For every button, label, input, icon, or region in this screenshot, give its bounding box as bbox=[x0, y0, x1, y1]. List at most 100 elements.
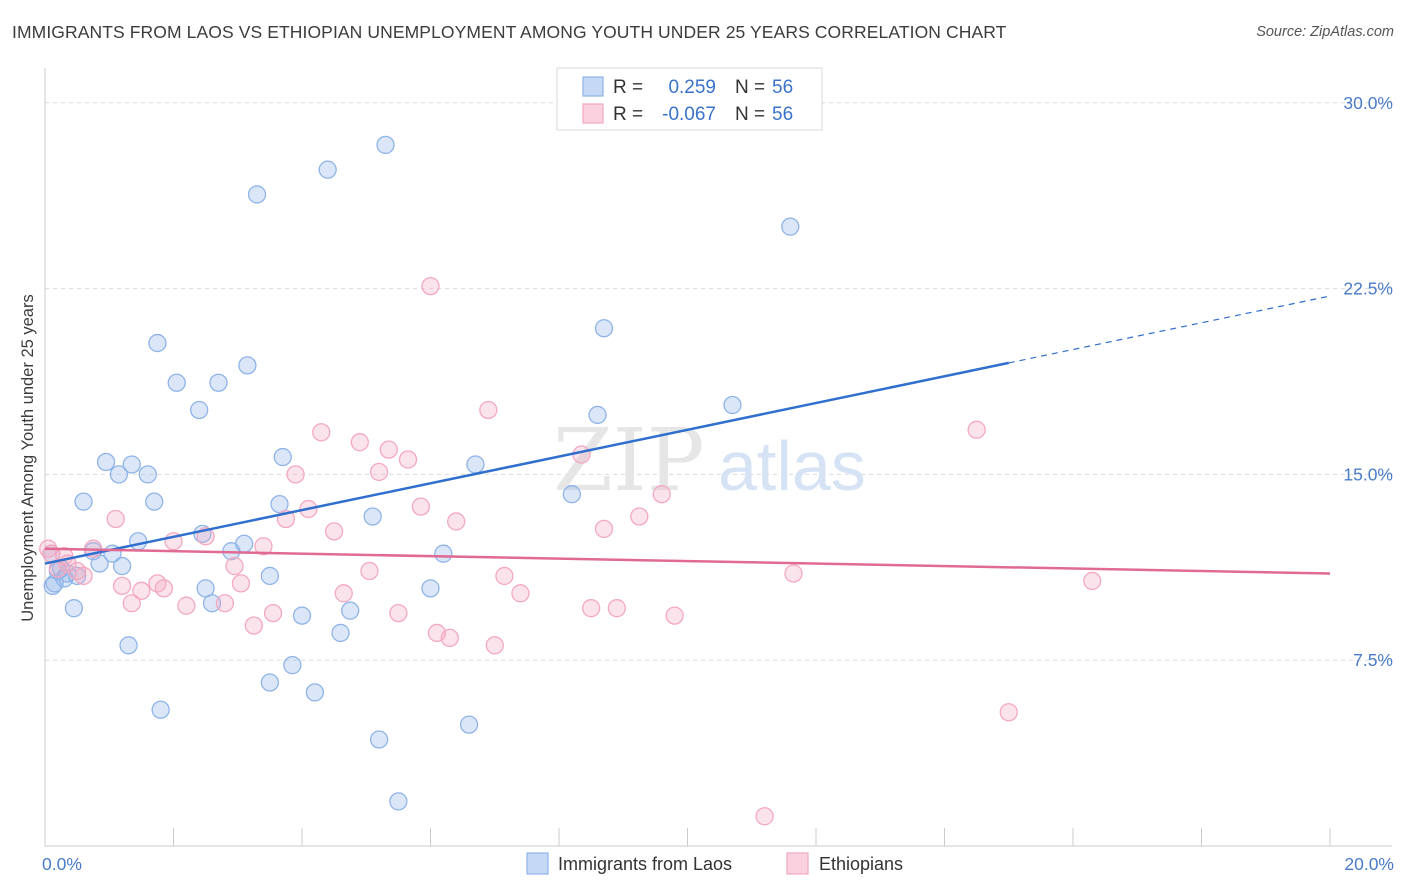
point-ethiopians-16 bbox=[231, 574, 251, 593]
point-ethiopians-41 bbox=[572, 445, 591, 464]
x-tick-label-1: 20.0% bbox=[1344, 854, 1394, 874]
point-laos-22 bbox=[190, 400, 209, 420]
point-ethiopians-40 bbox=[511, 584, 530, 603]
point-laos-44 bbox=[389, 792, 408, 811]
point-laos-14 bbox=[119, 636, 138, 655]
point-ethiopians-24 bbox=[324, 522, 344, 541]
point-laos-6 bbox=[67, 566, 87, 586]
x-tick-label-0: 0.0% bbox=[42, 854, 82, 874]
point-ethiopians-43 bbox=[594, 519, 614, 539]
point-ethiopians-42 bbox=[581, 599, 601, 618]
watermark: ZIP atlas bbox=[553, 411, 866, 511]
legend-r-value-ethiopians: -0.067 bbox=[662, 104, 716, 125]
series-legend: Immigrants from Laos Ethiopians bbox=[526, 852, 903, 875]
point-ethiopians-5 bbox=[106, 509, 125, 529]
point-ethiopians-15 bbox=[225, 556, 244, 576]
y-tick-label-3: 30.0% bbox=[1343, 93, 1393, 113]
point-laos-19 bbox=[148, 333, 167, 353]
point-laos-34 bbox=[273, 447, 292, 467]
point-laos-5 bbox=[64, 599, 84, 618]
point-laos-50 bbox=[588, 405, 607, 425]
point-ethiopians-19 bbox=[263, 603, 283, 623]
series-legend-swatch-ethiopians bbox=[786, 852, 809, 875]
legend-r-value-laos: 0.259 bbox=[668, 77, 716, 98]
point-laos-41 bbox=[363, 507, 382, 526]
y-axis-label: Unemployment Among Youth under 25 years bbox=[19, 294, 37, 621]
point-laos-28 bbox=[235, 534, 254, 553]
series-legend-label-ethiopians: Ethiopians bbox=[819, 854, 903, 874]
y-tick-label-0: 7.5% bbox=[1353, 650, 1393, 670]
data-points bbox=[39, 135, 1102, 826]
grid bbox=[45, 102, 1392, 661]
point-laos-31 bbox=[260, 673, 280, 692]
point-laos-17 bbox=[138, 465, 157, 484]
y-tick-label-1: 15.0% bbox=[1343, 464, 1393, 484]
point-ethiopians-44 bbox=[607, 599, 626, 618]
point-ethiopians-21 bbox=[286, 465, 305, 484]
point-ethiopians-52 bbox=[1083, 571, 1102, 591]
point-laos-15 bbox=[122, 455, 141, 474]
trend-line-ethiopians bbox=[44, 547, 1331, 575]
point-ethiopians-45 bbox=[630, 507, 649, 526]
point-ethiopians-25 bbox=[334, 584, 353, 603]
point-laos-39 bbox=[331, 623, 350, 643]
point-laos-49 bbox=[562, 485, 581, 504]
point-ethiopians-23 bbox=[312, 423, 331, 442]
point-ethiopians-50 bbox=[967, 420, 986, 439]
watermark-zip: ZIP bbox=[553, 411, 705, 511]
legend-n-value-laos: 56 bbox=[772, 77, 793, 98]
point-laos-40 bbox=[341, 601, 360, 620]
point-ethiopians-7 bbox=[122, 594, 141, 613]
point-laos-47 bbox=[459, 715, 479, 734]
y-tick-label-2: 22.5% bbox=[1343, 279, 1393, 299]
point-laos-25 bbox=[202, 594, 222, 613]
legend-n-value-ethiopians: 56 bbox=[772, 104, 793, 125]
point-laos-21 bbox=[167, 373, 186, 392]
legend-n-label-laos: N = bbox=[735, 77, 765, 98]
point-laos-7 bbox=[74, 492, 93, 511]
point-laos-36 bbox=[292, 606, 312, 625]
source-label: Source: ZipAtlas.com bbox=[1256, 24, 1394, 40]
legend-n-label-ethiopians: N = bbox=[735, 104, 765, 125]
correlation-legend: R = 0.259 N = 56 R = -0.067 N = 56 bbox=[556, 67, 823, 131]
legend-r-label-laos: R = bbox=[613, 77, 643, 98]
point-ethiopians-47 bbox=[665, 606, 684, 625]
point-laos-45 bbox=[421, 579, 440, 598]
point-ethiopians-18 bbox=[254, 537, 273, 556]
point-ethiopians-55 bbox=[74, 566, 93, 586]
trend-line-laos bbox=[44, 361, 1010, 565]
point-laos-10 bbox=[96, 452, 116, 472]
point-laos-13 bbox=[112, 556, 132, 576]
point-laos-38 bbox=[318, 160, 337, 179]
point-ethiopians-36 bbox=[447, 512, 466, 531]
point-laos-26 bbox=[209, 373, 228, 392]
point-laos-16 bbox=[129, 532, 148, 551]
point-ethiopians-29 bbox=[379, 440, 398, 459]
trend-lines bbox=[44, 295, 1331, 575]
point-laos-48 bbox=[466, 455, 485, 474]
point-laos-20 bbox=[151, 700, 170, 719]
point-ethiopians-48 bbox=[755, 807, 774, 826]
point-laos-54 bbox=[43, 576, 62, 596]
point-ethiopians-38 bbox=[485, 636, 504, 655]
y-tick-labels: 7.5% 15.0% 22.5% 30.0% bbox=[1343, 93, 1393, 670]
point-ethiopians-46 bbox=[652, 485, 671, 504]
point-ethiopians-39 bbox=[495, 566, 514, 586]
point-ethiopians-14 bbox=[215, 594, 235, 613]
point-laos-53 bbox=[781, 217, 800, 236]
point-ethiopians-6 bbox=[112, 576, 132, 596]
point-laos-42 bbox=[369, 730, 389, 749]
point-laos-52 bbox=[723, 395, 742, 415]
point-ethiopians-31 bbox=[398, 450, 418, 469]
point-ethiopians-12 bbox=[177, 596, 196, 615]
watermark-atlas: atlas bbox=[718, 427, 866, 505]
axes bbox=[44, 68, 1392, 847]
point-ethiopians-10 bbox=[154, 579, 174, 598]
point-laos-43 bbox=[376, 135, 395, 155]
point-ethiopians-37 bbox=[479, 400, 498, 420]
point-laos-32 bbox=[260, 566, 280, 586]
legend-swatch-laos bbox=[582, 76, 604, 97]
point-laos-46 bbox=[434, 544, 453, 563]
point-ethiopians-32 bbox=[411, 497, 431, 516]
